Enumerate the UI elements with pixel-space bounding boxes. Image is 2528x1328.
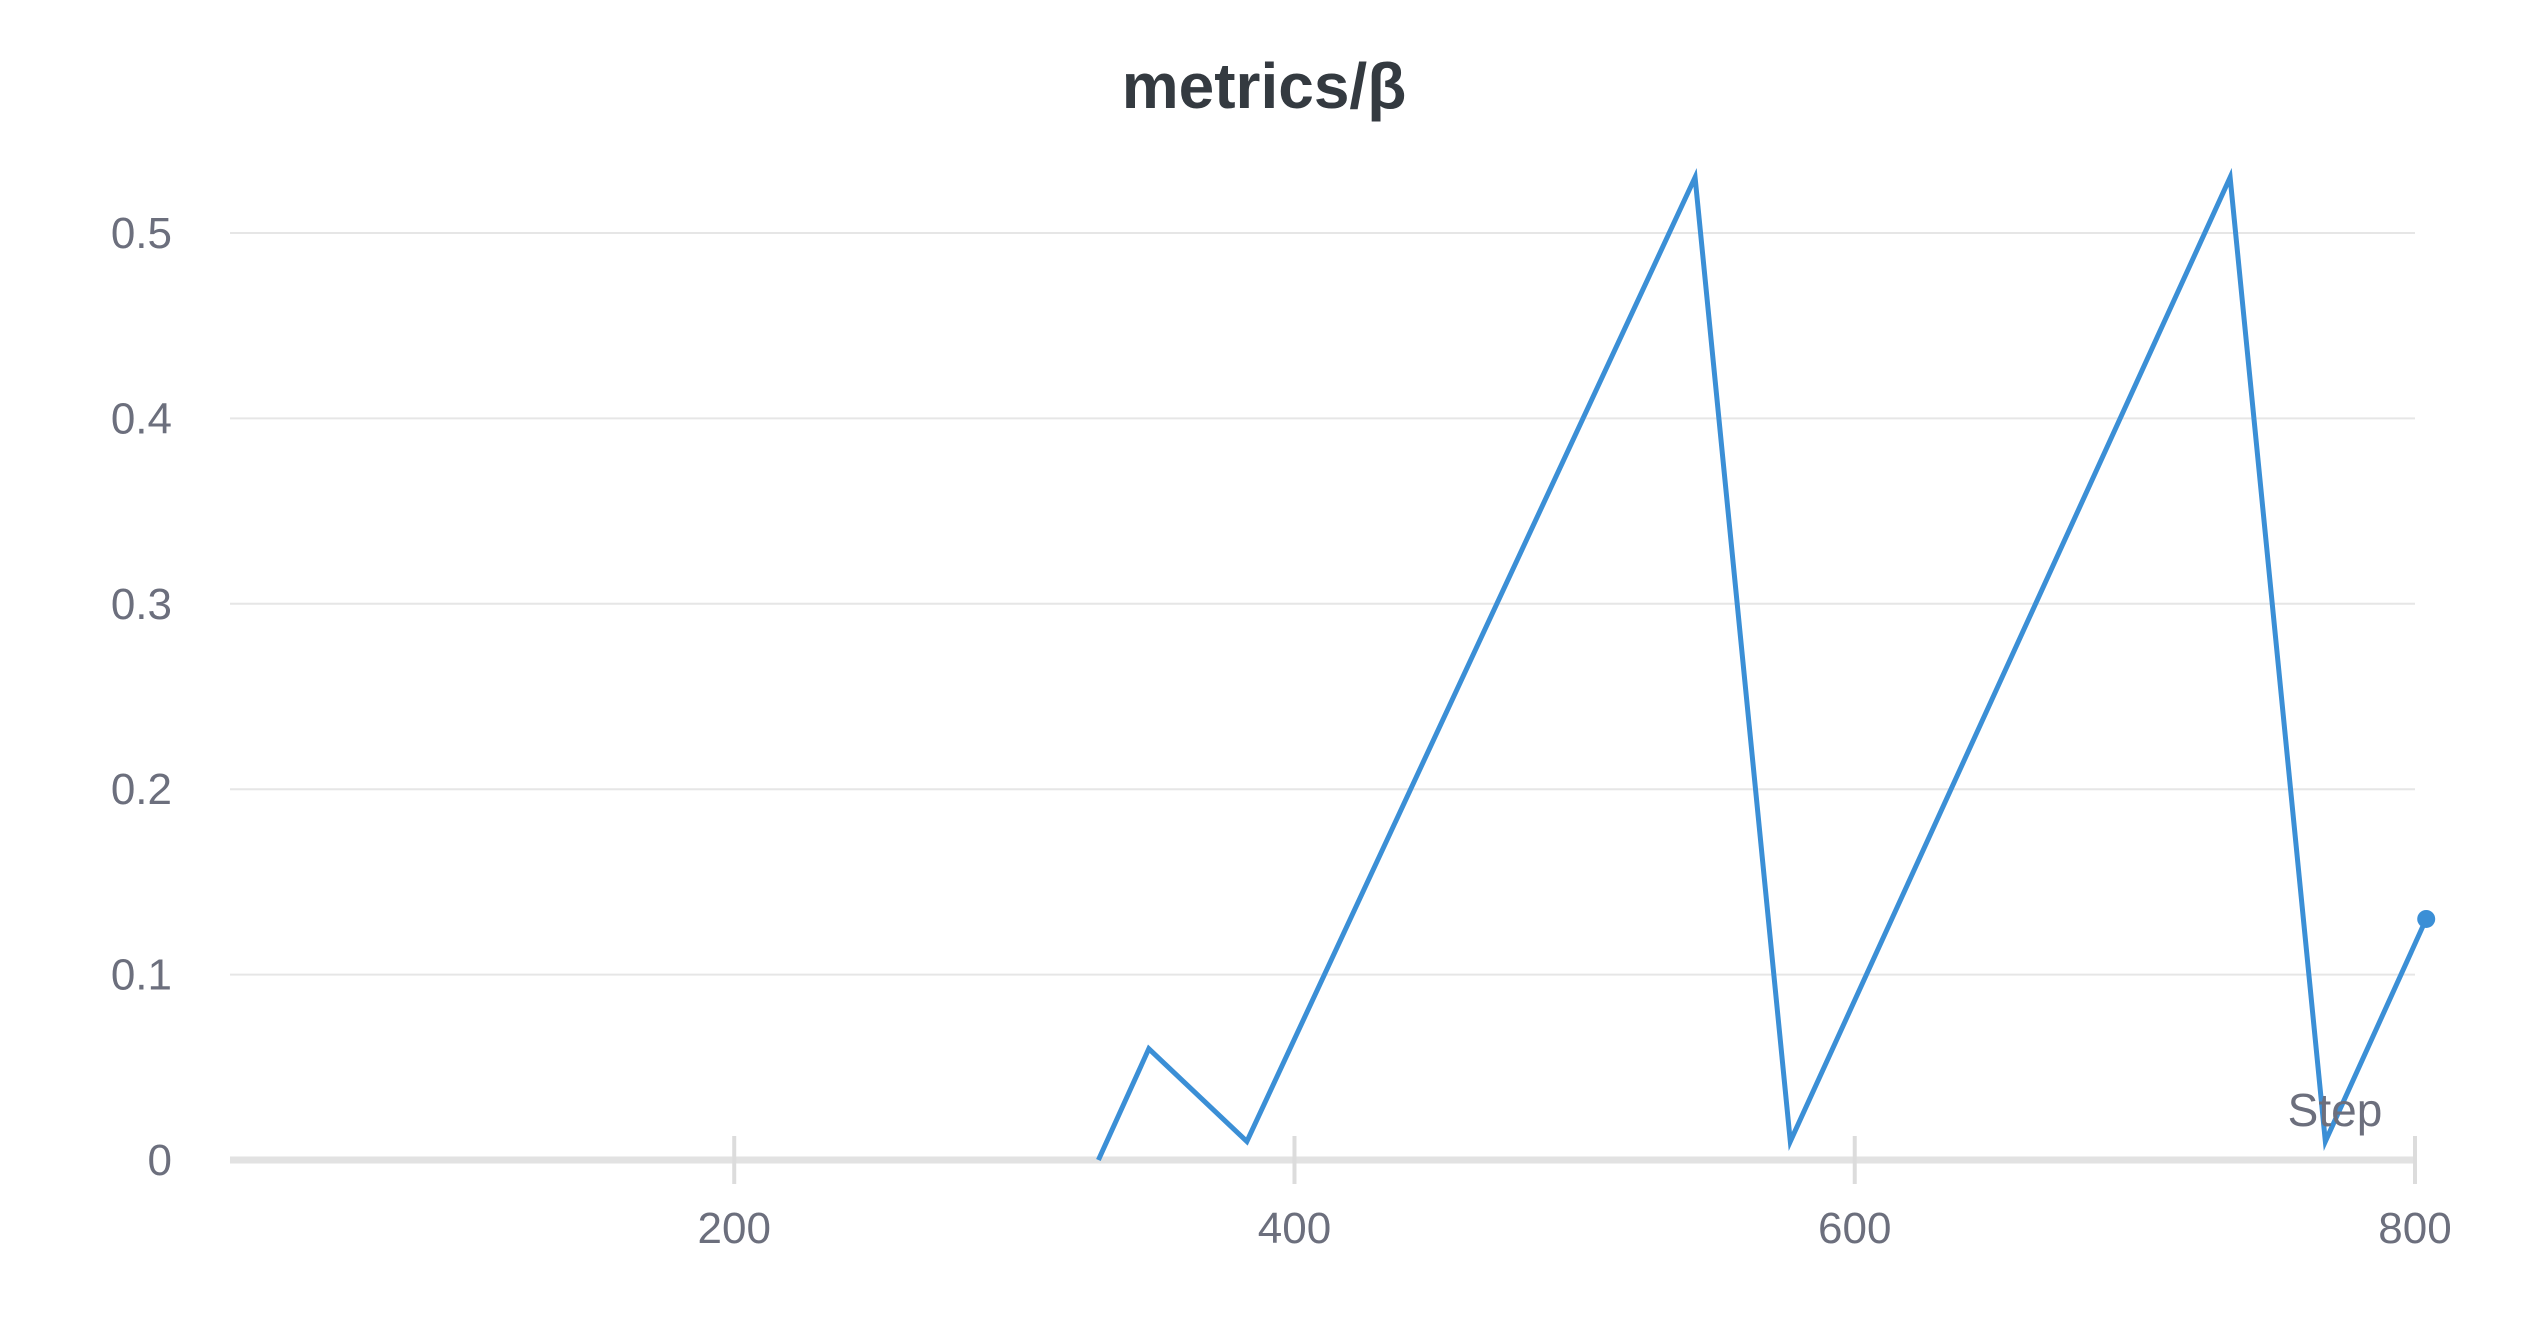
x-tick-label: 600 — [1818, 1204, 1891, 1253]
y-tick-label: 0.3 — [111, 580, 172, 629]
y-tick-label: 0.5 — [111, 209, 172, 258]
x-tick-label: 400 — [1258, 1204, 1331, 1253]
x-tick-label: 800 — [2378, 1204, 2451, 1253]
y-tick-label: 0.4 — [111, 394, 172, 443]
grid-layer — [230, 232, 2415, 976]
y-tick-label: 0.2 — [111, 765, 172, 814]
y-tick-label: 0 — [148, 1136, 172, 1185]
text-layer: metrics/β Step 0 0.1 0.2 0.3 0.4 0.5 200 400 600… — [111, 50, 2452, 1253]
series-line — [1096, 167, 2429, 1162]
series-layer — [1096, 167, 2436, 1162]
chart-title: metrics/β — [1122, 50, 1407, 122]
x-tick-label: 200 — [698, 1204, 771, 1253]
x-axis-label: Step — [2288, 1084, 2383, 1136]
axis-layer — [230, 1136, 2417, 1184]
y-tick-label: 0.1 — [111, 951, 172, 1000]
series-end-point — [2417, 909, 2436, 928]
